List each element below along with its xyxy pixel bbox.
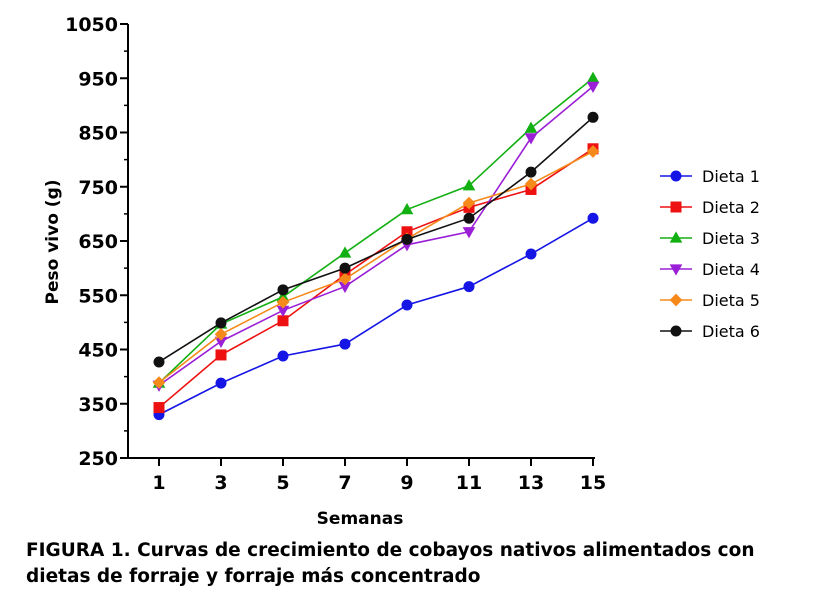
legend-label: Dieta 4: [702, 260, 760, 279]
data-point: [524, 133, 538, 145]
data-point: [463, 212, 475, 224]
series-dieta-1: [153, 212, 599, 421]
data-point: [462, 179, 476, 191]
data-point: [338, 272, 352, 286]
data-point: [587, 111, 599, 123]
legend-label: Dieta 1: [702, 167, 760, 186]
series-line: [158, 150, 594, 384]
data-point: [215, 349, 227, 361]
x-tick-label: 13: [518, 472, 544, 494]
data-point: [462, 196, 476, 210]
x-tick-label: 1: [152, 472, 165, 494]
legend-label: Dieta 6: [702, 322, 760, 341]
data-point: [400, 202, 414, 215]
legend-item: Dieta 5: [660, 291, 760, 310]
data-point: [152, 376, 166, 389]
series-dieta-6: [153, 111, 599, 368]
legend-marker: [670, 170, 682, 182]
series-line: [158, 217, 594, 416]
legend-marker: [669, 231, 683, 243]
legend-marker: [670, 325, 682, 337]
legend-label: Dieta 5: [702, 291, 760, 310]
data-point: [214, 336, 228, 348]
data-point: [277, 315, 289, 327]
data-point: [277, 350, 289, 362]
series-line: [158, 77, 594, 384]
legend-label: Dieta 2: [702, 198, 760, 217]
data-point: [153, 402, 165, 414]
y-tick-label: 550: [78, 285, 118, 307]
data-point: [586, 145, 600, 158]
data-point: [462, 227, 476, 239]
data-point: [153, 356, 165, 368]
x-tick-label: 5: [276, 472, 289, 494]
x-tick-label: 15: [580, 472, 606, 494]
series-layer: [152, 71, 600, 421]
data-point: [338, 246, 352, 258]
legend: Dieta 1 Dieta 2 Dieta 3 Dieta 4 Dieta 5 Dieta…: [660, 167, 760, 341]
data-point: [277, 284, 289, 296]
y-tick-label: 350: [78, 394, 118, 416]
y-tick-label: 650: [78, 231, 118, 253]
series-dieta-5: [152, 145, 600, 389]
legend-item: Dieta 6: [660, 322, 760, 341]
x-tick-label: 11: [456, 472, 482, 494]
y-tick-label: 950: [78, 68, 118, 90]
data-point: [401, 233, 413, 245]
data-point: [587, 212, 599, 224]
legend-item: Dieta 4: [660, 260, 760, 279]
y-tick-label: 850: [78, 123, 118, 145]
legend-marker: [670, 201, 682, 213]
series-line: [158, 85, 594, 386]
data-point: [339, 338, 351, 350]
series-dieta-4: [152, 81, 600, 392]
data-point: [214, 327, 228, 341]
series-line: [158, 116, 594, 363]
legend-item: Dieta 3: [660, 229, 760, 248]
legend-item: Dieta 2: [660, 198, 760, 217]
data-point: [586, 81, 600, 93]
data-point: [215, 377, 227, 389]
y-axis-title: Peso vivo (g): [43, 179, 63, 304]
legend-label: Dieta 3: [702, 229, 760, 248]
data-point: [339, 262, 351, 274]
y-tick-label: 250: [78, 448, 118, 470]
x-axis-title: Semanas: [317, 509, 404, 529]
y-tick-label: 450: [78, 340, 118, 362]
data-point: [338, 281, 352, 294]
data-point: [401, 226, 413, 238]
x-tick-label: 9: [400, 472, 413, 494]
x-tick-label: 7: [338, 472, 351, 494]
data-point: [401, 299, 413, 311]
x-tick-label: 3: [214, 472, 227, 494]
data-point: [525, 248, 537, 260]
data-point: [524, 177, 538, 191]
data-point: [215, 317, 227, 329]
data-point: [524, 121, 538, 133]
legend-item: Dieta 1: [660, 167, 760, 186]
data-point: [586, 71, 600, 83]
figure-caption: FIGURA 1. Curvas de crecimiento de cobay…: [26, 540, 755, 587]
data-point: [463, 281, 475, 293]
data-point: [276, 305, 290, 318]
data-point: [276, 295, 290, 309]
legend-marker: [669, 293, 683, 307]
y-tick-label: 1050: [65, 14, 118, 36]
legend-marker: [669, 264, 683, 276]
data-point: [276, 290, 290, 302]
data-point: [525, 166, 537, 178]
y-tick-label: 750: [78, 177, 118, 199]
